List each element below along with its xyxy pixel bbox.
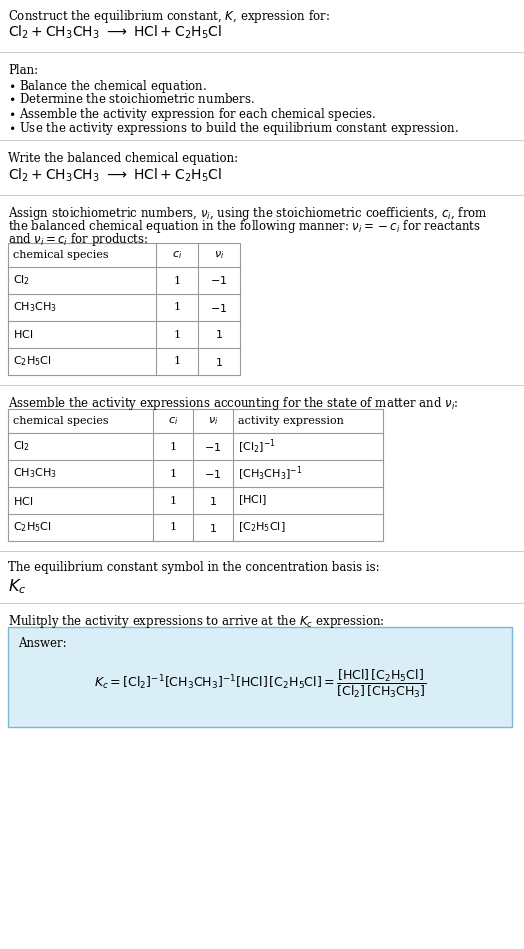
Text: Assemble the activity expressions accounting for the state of matter and $\nu_i$: Assemble the activity expressions accoun… [8,395,458,412]
Text: $1$: $1$ [215,356,223,367]
Text: $[\mathrm{C_2H_5Cl}]$: $[\mathrm{C_2H_5Cl}]$ [238,521,286,534]
Text: 1: 1 [169,495,177,506]
Text: $\mathrm{CH_3CH_3}$: $\mathrm{CH_3CH_3}$ [13,301,57,314]
Text: $-1$: $-1$ [210,302,227,313]
Text: $1$: $1$ [215,328,223,341]
Text: $\nu_i$: $\nu_i$ [214,249,224,261]
Bar [8,627,512,727]
Text: $\mathrm{C_2H_5Cl}$: $\mathrm{C_2H_5Cl}$ [13,521,52,534]
Text: $K_c = [\mathrm{Cl_2}]^{-1} [\mathrm{CH_3CH_3}]^{-1} [\mathrm{HCl}]\,[\mathrm{C_: $K_c = [\mathrm{Cl_2}]^{-1} [\mathrm{CH_… [94,668,426,700]
Text: 1: 1 [173,357,181,366]
Bar [8,409,383,541]
Text: $\mathrm{HCl}$: $\mathrm{HCl}$ [13,494,33,507]
Text: $c_i$: $c_i$ [168,415,178,427]
Text: activity expression: activity expression [238,416,344,426]
Text: $1$: $1$ [209,494,217,507]
Text: 1: 1 [169,469,177,478]
Text: Plan:: Plan: [8,64,38,77]
Text: Write the balanced chemical equation:: Write the balanced chemical equation: [8,152,238,165]
Text: $\mathrm{Cl_2 + CH_3CH_3 \ \longrightarrow \ HCl + C_2H_5Cl}$: $\mathrm{Cl_2 + CH_3CH_3 \ \longrightarr… [8,24,222,42]
Text: $[\mathrm{Cl_2}]^{-1}$: $[\mathrm{Cl_2}]^{-1}$ [238,437,276,456]
Text: $\mathrm{Cl_2}$: $\mathrm{Cl_2}$ [13,273,30,288]
Text: 1: 1 [173,303,181,312]
Text: Answer:: Answer: [18,637,67,650]
Text: the balanced chemical equation in the following manner: $\nu_i = -c_i$ for react: the balanced chemical equation in the fo… [8,218,481,235]
Text: $\mathrm{C_2H_5Cl}$: $\mathrm{C_2H_5Cl}$ [13,355,52,368]
Text: $\bullet$ Use the activity expressions to build the equilibrium constant express: $\bullet$ Use the activity expressions t… [8,120,459,137]
Text: $\bullet$ Determine the stoichiometric numbers.: $\bullet$ Determine the stoichiometric n… [8,92,255,106]
Text: $[\mathrm{CH_3CH_3}]^{-1}$: $[\mathrm{CH_3CH_3}]^{-1}$ [238,464,302,483]
Text: and $\nu_i = c_i$ for products:: and $\nu_i = c_i$ for products: [8,231,148,248]
Text: $\mathrm{Cl_2}$: $\mathrm{Cl_2}$ [13,439,30,454]
Text: $c_i$: $c_i$ [172,249,182,261]
Text: $-1$: $-1$ [204,468,222,479]
Text: The equilibrium constant symbol in the concentration basis is:: The equilibrium constant symbol in the c… [8,561,379,574]
Text: $1$: $1$ [209,522,217,533]
Text: $\mathrm{Cl_2 + CH_3CH_3 \ \longrightarrow \ HCl + C_2H_5Cl}$: $\mathrm{Cl_2 + CH_3CH_3 \ \longrightarr… [8,167,222,184]
Text: $-1$: $-1$ [204,440,222,453]
Text: $\bullet$ Balance the chemical equation.: $\bullet$ Balance the chemical equation. [8,78,207,95]
Bar [8,243,240,375]
Text: chemical species: chemical species [13,250,108,260]
Text: $\mathrm{CH_3CH_3}$: $\mathrm{CH_3CH_3}$ [13,467,57,480]
Text: Construct the equilibrium constant, $K$, expression for:: Construct the equilibrium constant, $K$,… [8,8,330,25]
Text: $\bullet$ Assemble the activity expression for each chemical species.: $\bullet$ Assemble the activity expressi… [8,106,376,123]
Text: $\mathrm{HCl}$: $\mathrm{HCl}$ [13,328,33,341]
Text: 1: 1 [169,441,177,452]
Text: 1: 1 [173,275,181,286]
Text: 1: 1 [169,523,177,532]
Text: $K_c$: $K_c$ [8,577,26,596]
Text: Assign stoichiometric numbers, $\nu_i$, using the stoichiometric coefficients, $: Assign stoichiometric numbers, $\nu_i$, … [8,205,488,222]
Text: Mulitply the activity expressions to arrive at the $K_c$ expression:: Mulitply the activity expressions to arr… [8,613,385,630]
Text: 1: 1 [173,329,181,340]
Text: $\nu_i$: $\nu_i$ [208,415,218,427]
Text: chemical species: chemical species [13,416,108,426]
Text: $[\mathrm{HCl}]$: $[\mathrm{HCl}]$ [238,493,267,508]
Text: $-1$: $-1$ [210,274,227,287]
